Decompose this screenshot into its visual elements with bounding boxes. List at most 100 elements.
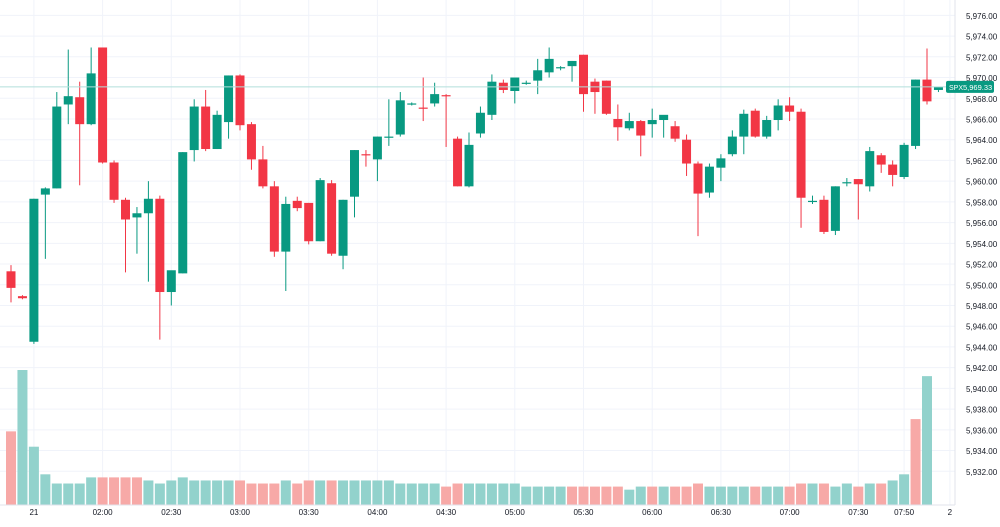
volume-bar <box>166 480 177 505</box>
volume-bar <box>51 483 62 505</box>
x-tick-label: 07:30 <box>848 508 869 517</box>
candle-body <box>819 199 829 232</box>
volume-bar <box>887 480 898 505</box>
candle-body <box>521 82 531 84</box>
candles <box>6 47 943 344</box>
volume-bar <box>246 483 257 505</box>
volume-bars <box>6 370 932 505</box>
candle-body <box>453 138 463 187</box>
volume-bar <box>97 477 108 505</box>
volume-bar <box>635 486 646 505</box>
candle-body <box>624 121 634 129</box>
x-tick-label: 2 <box>948 508 953 517</box>
volume-bar <box>338 480 349 505</box>
volume-bar <box>612 486 623 505</box>
y-tick-label: 5,952.00 <box>966 261 998 270</box>
candle-body <box>258 159 268 187</box>
candle-body <box>498 82 508 90</box>
candle-body <box>579 54 588 95</box>
volume-bar <box>727 486 738 505</box>
candle-body <box>647 120 657 125</box>
volume-bar <box>6 431 16 505</box>
candle-body <box>808 200 817 203</box>
volume-bar <box>670 486 681 505</box>
candle-body <box>899 144 909 178</box>
candle-body <box>235 75 245 126</box>
volume-bar <box>624 489 635 505</box>
volume-bar <box>292 483 303 505</box>
candle-body <box>853 179 863 185</box>
y-tick-label: 5,976.00 <box>966 12 998 21</box>
candle-body <box>52 106 62 189</box>
y-tick-label: 5,934.00 <box>966 447 998 456</box>
x-tick-label: 04:30 <box>436 508 457 517</box>
candle-body <box>739 113 749 137</box>
y-tick-label: 5,958.00 <box>966 198 998 207</box>
candle-body <box>86 73 96 125</box>
candle-body <box>773 105 783 121</box>
volume-bar <box>876 483 887 505</box>
volume-bar <box>120 477 131 505</box>
y-tick-label: 5,960.00 <box>966 178 998 187</box>
candle-body <box>395 100 405 135</box>
volume-bar <box>807 483 818 505</box>
volume-bar <box>349 480 360 505</box>
volume-bar <box>830 486 841 505</box>
candle-body <box>659 114 669 121</box>
y-tick-label: 5,972.00 <box>966 53 998 62</box>
y-tick-label: 5,938.00 <box>966 406 998 415</box>
y-tick-label: 5,974.00 <box>966 33 998 42</box>
y-tick-label: 5,940.00 <box>966 385 998 394</box>
x-tick-label: 21 <box>29 508 38 517</box>
candle-body <box>63 96 73 105</box>
volume-bar <box>544 486 555 505</box>
candle-body <box>212 114 222 150</box>
volume-bar <box>715 486 726 505</box>
x-tick-label: 06:00 <box>642 508 663 517</box>
volume-bar <box>406 483 417 505</box>
volume-bar <box>257 483 268 505</box>
volume-bar <box>372 480 383 505</box>
candle-body <box>842 182 852 184</box>
x-tick-label: 04:00 <box>367 508 388 517</box>
y-tick-label: 5,970.00 <box>966 74 998 83</box>
candle-body <box>201 106 211 150</box>
candle-body <box>865 151 875 187</box>
candle-body <box>29 198 39 342</box>
candle-body <box>933 86 943 90</box>
volume-bar <box>486 483 497 505</box>
candle-body <box>682 139 692 164</box>
volume-bar <box>383 480 394 505</box>
volume-bar <box>74 483 85 505</box>
volume-bar <box>601 486 612 505</box>
volume-bar <box>131 477 142 505</box>
candle-body <box>888 164 898 175</box>
grid <box>0 0 955 505</box>
candle-body <box>281 203 291 252</box>
y-tick-label: 5,936.00 <box>966 426 998 435</box>
candle-body <box>155 198 165 293</box>
volume-bar <box>693 483 703 505</box>
candle-body <box>796 111 806 198</box>
candle-body <box>304 202 314 242</box>
volume-bar <box>475 483 486 505</box>
x-tick-label: 06:30 <box>711 508 732 517</box>
volume-bar <box>303 480 314 505</box>
y-tick-label: 5,966.00 <box>966 115 998 124</box>
candle-body <box>830 186 840 231</box>
volume-bar <box>326 480 337 505</box>
volume-bar <box>86 477 97 505</box>
volume-bar <box>509 483 520 505</box>
y-tick-label: 5,946.00 <box>966 323 998 332</box>
volume-bar <box>441 486 452 505</box>
volume-bar <box>17 370 28 505</box>
volume-bar <box>418 483 429 505</box>
y-tick-label: 5,932.00 <box>966 468 998 477</box>
candle-body <box>727 136 737 155</box>
y-tick-label: 5,942.00 <box>966 364 998 373</box>
volume-bar <box>280 480 291 505</box>
volume-bar <box>498 483 509 505</box>
candle-body <box>327 183 337 254</box>
